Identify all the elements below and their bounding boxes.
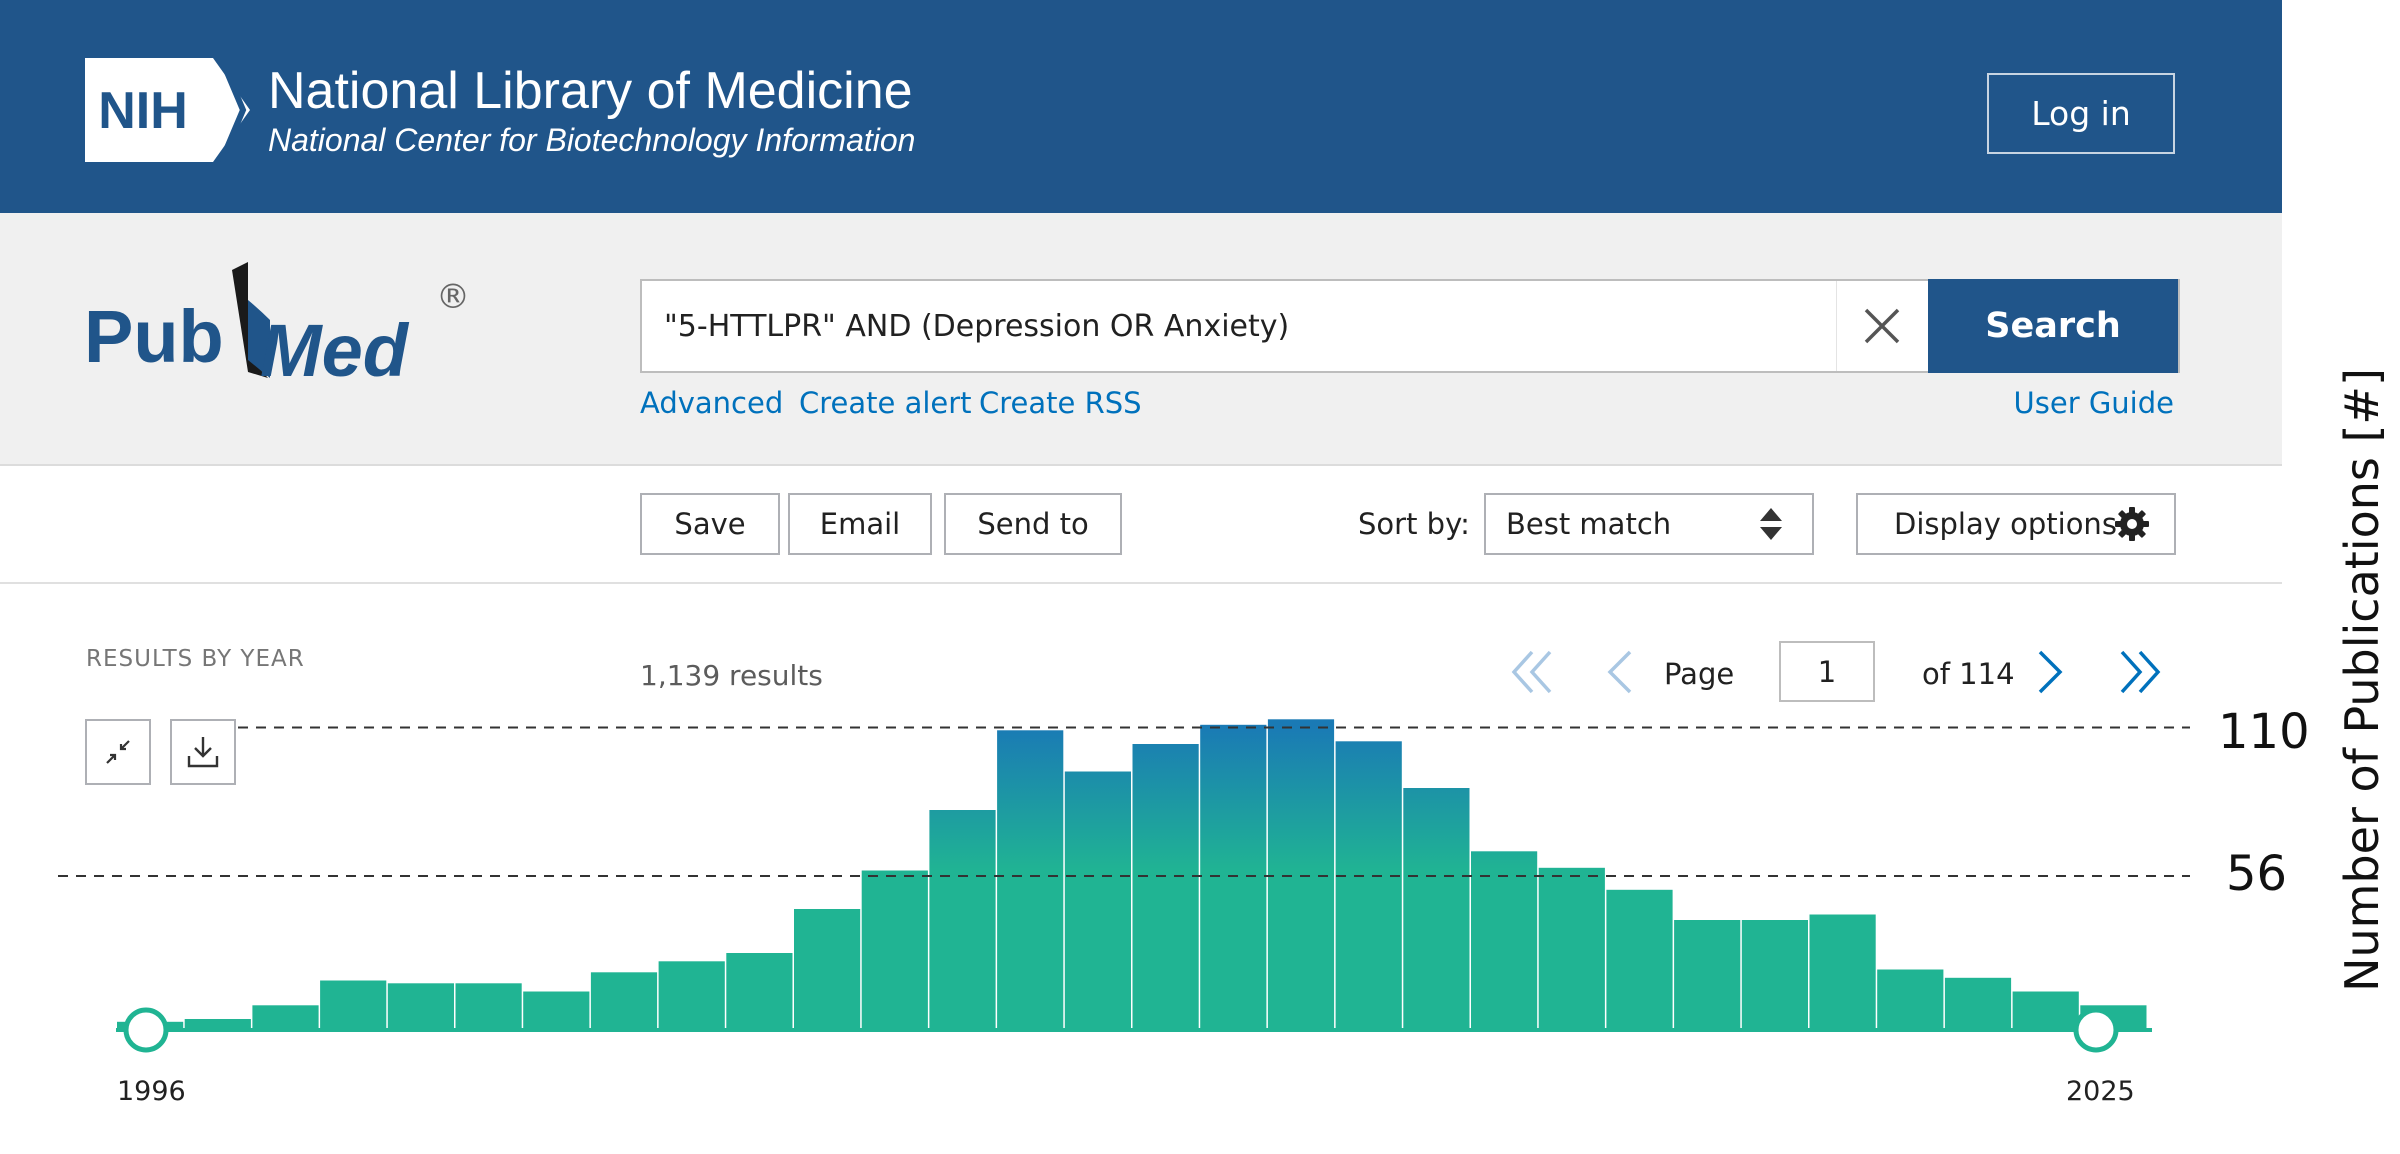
create-alert-link[interactable]: Create alert <box>799 386 972 420</box>
download-icon <box>187 737 219 768</box>
send-to-button[interactable]: Send to <box>944 493 1122 555</box>
registered-mark: ® <box>436 277 470 317</box>
y-axis-label: Number of Publications [#] <box>2335 368 2389 992</box>
histogram-bar-2017[interactable] <box>1538 867 1605 1031</box>
histogram-bar-1999[interactable] <box>320 980 387 1031</box>
page-total: of 114 <box>1922 657 2015 691</box>
histogram-bar-2021[interactable] <box>1809 914 1876 1031</box>
histogram-bar-2001[interactable] <box>455 983 522 1031</box>
histogram-bar-2009[interactable] <box>997 730 1064 1031</box>
histogram-bar-2005[interactable] <box>726 953 793 1030</box>
year-tick-end: 2025 <box>2066 1076 2135 1107</box>
pubmed-logo-med: Med <box>260 309 410 392</box>
search-button[interactable]: Search <box>1928 279 2178 373</box>
nih-header <box>0 0 2282 213</box>
results-count: 1,139 results <box>640 659 823 692</box>
histogram-bar-1998[interactable] <box>252 1005 319 1031</box>
histogram-bar-2019[interactable] <box>1674 920 1741 1030</box>
collapse-icon <box>106 740 130 764</box>
collapse-chart-button[interactable] <box>85 719 151 785</box>
histogram-bar-2014[interactable] <box>1335 741 1402 1031</box>
results-by-year-title: RESULTS BY YEAR <box>86 646 305 672</box>
toolbar-divider <box>0 582 2282 584</box>
sort-label: Sort by: <box>1358 507 1470 541</box>
save-button[interactable]: Save <box>640 493 780 555</box>
previous-page-icon[interactable] <box>1604 650 1638 694</box>
pubmed-logo[interactable]: Pub Med ® <box>82 260 482 410</box>
histogram-bar-2006[interactable] <box>794 909 861 1030</box>
histogram-bar-2020[interactable] <box>1741 920 1808 1030</box>
sort-arrows-icon <box>1760 508 1782 540</box>
nih-logo[interactable]: NIH <box>85 58 250 162</box>
reference-value-high: 110 <box>2218 704 2310 760</box>
sort-value: Best match <box>1506 507 1672 541</box>
gear-icon <box>2115 507 2149 541</box>
user-guide-link[interactable]: User Guide <box>2013 386 2174 420</box>
search-input[interactable] <box>664 280 1824 372</box>
next-page-icon[interactable] <box>2032 650 2066 694</box>
first-page-icon[interactable] <box>1510 650 1560 694</box>
histogram-bar-2008[interactable] <box>929 810 996 1030</box>
nih-badge-text: NIH <box>98 82 188 140</box>
histogram-bar-2016[interactable] <box>1471 851 1538 1031</box>
page-label: Page <box>1664 657 1735 691</box>
org-title: National Library of Medicine <box>268 62 913 120</box>
histogram-bar-2013[interactable] <box>1267 719 1335 1031</box>
page-number-input[interactable] <box>1779 641 1875 702</box>
histogram-bar-2004[interactable] <box>658 961 725 1031</box>
results-histogram <box>58 719 2190 1053</box>
histogram-bar-2010[interactable] <box>1064 771 1131 1031</box>
sort-select[interactable] <box>1484 493 1814 555</box>
histogram-bar-2024[interactable] <box>2012 991 2079 1031</box>
book-icon <box>232 262 268 378</box>
histogram-bar-2011[interactable] <box>1132 744 1199 1030</box>
year-range-start-handle[interactable] <box>123 1007 169 1053</box>
clear-search-button[interactable] <box>1836 281 1927 371</box>
advanced-link[interactable]: Advanced <box>640 386 784 420</box>
year-range-end-handle[interactable] <box>2073 1007 2119 1053</box>
histogram-bar-2022[interactable] <box>1877 969 1944 1031</box>
histogram-bar-2015[interactable] <box>1403 788 1470 1030</box>
display-options-label: Display options <box>1894 507 2117 541</box>
pubmed-logo-pub: Pub <box>84 295 224 378</box>
histogram-bar-2012[interactable] <box>1200 724 1267 1031</box>
login-button[interactable]: Log in <box>1987 73 2175 154</box>
create-rss-link[interactable]: Create RSS <box>979 386 1142 420</box>
email-button[interactable]: Email <box>788 493 932 555</box>
histogram-bar-2003[interactable] <box>590 972 658 1031</box>
histogram-bar-2002[interactable] <box>523 991 590 1031</box>
close-icon <box>1864 308 1900 344</box>
year-tick-start: 1996 <box>117 1076 186 1107</box>
download-chart-button[interactable] <box>170 719 236 785</box>
org-subtitle: National Center for Biotechnology Inform… <box>268 122 916 158</box>
reference-value-low: 56 <box>2226 846 2288 902</box>
histogram-bar-2007[interactable] <box>861 870 928 1031</box>
last-page-icon[interactable] <box>2112 650 2162 694</box>
histogram-bar-2023[interactable] <box>1944 977 2012 1031</box>
histogram-bar-1997[interactable] <box>184 1019 251 1030</box>
histogram-bar-2000[interactable] <box>387 983 454 1031</box>
histogram-bar-2018[interactable] <box>1606 889 1673 1031</box>
